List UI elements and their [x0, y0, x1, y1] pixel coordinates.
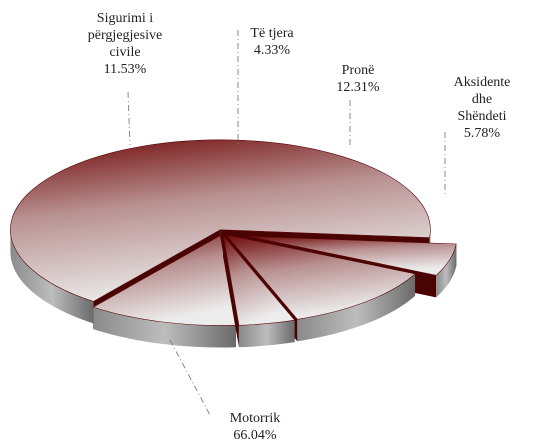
label-group: Pronë 12.31%: [336, 62, 379, 96]
value-label: 5.78%: [463, 126, 501, 141]
slice-side: [238, 320, 295, 348]
slice-edge: [223, 235, 239, 348]
slice-label: Pronë: [341, 63, 375, 78]
label-group: Motorrik 66.04%: [230, 410, 281, 444]
slice: [92, 234, 237, 326]
slice-label: Aksidente dhe Shëndeti: [453, 75, 511, 124]
slice-side: [93, 307, 236, 348]
value-label: 12.31%: [336, 80, 380, 95]
slice: [222, 234, 296, 326]
leader-line: [169, 339, 211, 416]
slice-side: [297, 273, 416, 342]
value-label: 11.53%: [103, 62, 147, 77]
slice: [10, 139, 431, 302]
slice-label: Motorrik: [229, 411, 281, 426]
leader-line: [127, 91, 131, 146]
label-group: Sigurimi i përgjegjesive civile 11.53%: [88, 10, 162, 78]
value-label: 66.04%: [233, 428, 277, 443]
slice: [247, 235, 457, 276]
label-group: Të tjera 4.33%: [250, 25, 293, 59]
slice-side: [10, 229, 94, 324]
slice: [225, 234, 416, 320]
label-group: Aksidente dhe Shëndeti 5.78%: [454, 74, 511, 142]
slice-label: Sigurimi i përgjegjesive civile: [87, 11, 163, 60]
value-label: 4.33%: [253, 43, 291, 58]
slice-label: Të tjera: [250, 26, 294, 41]
